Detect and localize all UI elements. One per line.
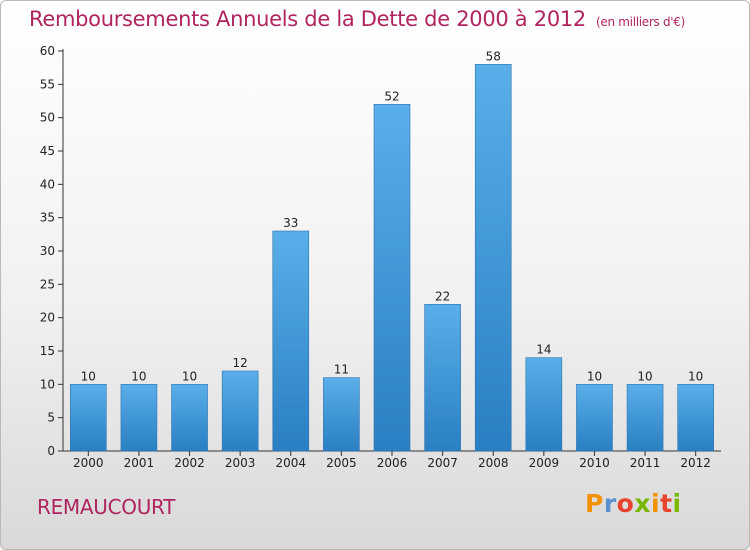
bar xyxy=(272,230,310,452)
y-tick-label: 5 xyxy=(47,411,55,425)
x-tick-label: 2007 xyxy=(427,456,458,470)
bar xyxy=(424,304,461,452)
bar xyxy=(120,384,158,452)
x-tick-label: 2010 xyxy=(579,456,610,470)
y-tick-label: 0 xyxy=(47,444,55,458)
title-unit: (en milliers d'€) xyxy=(596,15,686,29)
logo-letter: i xyxy=(651,489,661,518)
x-tick-label: 2006 xyxy=(377,456,408,470)
bar xyxy=(474,64,512,452)
x-tick-label: 2009 xyxy=(529,456,560,470)
logo-letter: o xyxy=(616,489,635,518)
logo-letter: P xyxy=(585,489,604,518)
data-label: 14 xyxy=(536,343,551,357)
y-tick-label: 10 xyxy=(40,377,55,391)
bar xyxy=(626,384,664,452)
logo-letter: t xyxy=(660,489,673,518)
y-tick-label: 25 xyxy=(40,277,55,291)
proxiti-logo: Proxiti xyxy=(585,489,682,518)
data-label: 52 xyxy=(384,89,399,103)
x-tick-label: 2003 xyxy=(225,456,256,470)
y-tick-label: 55 xyxy=(40,77,55,91)
data-label: 10 xyxy=(182,369,197,383)
data-label: 10 xyxy=(81,369,96,383)
data-label: 12 xyxy=(233,356,248,370)
commune-name: REMAUCOURT xyxy=(37,495,176,519)
x-tick-label: 2004 xyxy=(275,456,306,470)
x-tick-label: 2002 xyxy=(174,456,205,470)
logo-letter: i xyxy=(672,489,682,518)
y-tick-label: 15 xyxy=(40,344,55,358)
data-label: 58 xyxy=(486,49,501,63)
y-tick-label: 45 xyxy=(40,144,55,158)
bar xyxy=(373,104,411,452)
logo-letter: x xyxy=(634,489,651,518)
data-label: 33 xyxy=(283,216,298,230)
title-text: Remboursements Annuels de la Dette de 20… xyxy=(29,7,586,31)
data-label: 10 xyxy=(131,369,146,383)
bar xyxy=(323,377,360,452)
y-tick-label: 35 xyxy=(40,211,55,225)
data-label: 10 xyxy=(587,369,602,383)
data-label: 22 xyxy=(435,289,450,303)
y-tick-label: 20 xyxy=(40,311,55,325)
x-tick-label: 2001 xyxy=(124,456,155,470)
x-tick-label: 2008 xyxy=(478,456,509,470)
bar xyxy=(677,384,714,452)
x-tick-label: 2000 xyxy=(73,456,104,470)
bar xyxy=(171,384,208,452)
data-label: 11 xyxy=(334,363,349,377)
x-tick-label: 2012 xyxy=(680,456,711,470)
bar xyxy=(221,370,259,452)
y-tick-label: 60 xyxy=(40,44,55,58)
data-label: 10 xyxy=(688,369,703,383)
bar xyxy=(525,357,563,452)
x-tick-label: 2011 xyxy=(630,456,661,470)
logo-letter: r xyxy=(603,489,617,518)
data-label: 10 xyxy=(637,369,652,383)
bar xyxy=(576,384,613,452)
y-tick-label: 50 xyxy=(40,111,55,125)
bar xyxy=(70,384,107,452)
y-tick-label: 40 xyxy=(40,177,55,191)
y-tick-label: 30 xyxy=(40,244,55,258)
chart-title: Remboursements Annuels de la Dette de 20… xyxy=(29,7,685,31)
x-tick-label: 2005 xyxy=(326,456,357,470)
